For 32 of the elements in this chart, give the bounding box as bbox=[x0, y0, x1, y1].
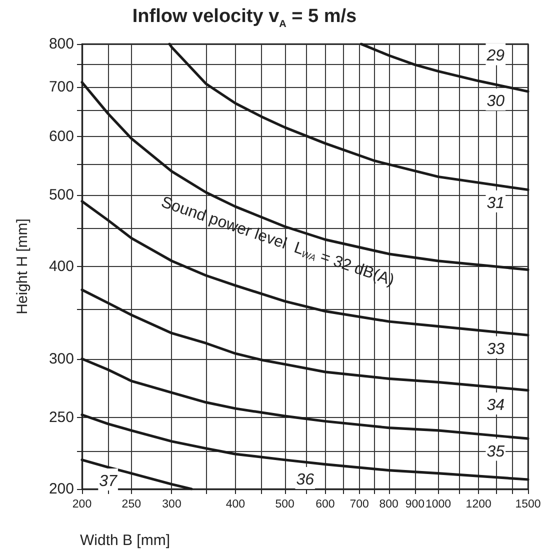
x-tick-label: 200 bbox=[72, 498, 92, 510]
y-tick-label: 500 bbox=[48, 186, 74, 204]
x-tick-label: 800 bbox=[379, 498, 398, 510]
annotation: Sound power level LWA = 32 dB(A) bbox=[158, 194, 396, 290]
y-tick-label: 600 bbox=[48, 128, 74, 145]
x-tick-label: 1200 bbox=[466, 498, 492, 510]
annotation: 37 bbox=[99, 473, 118, 490]
y-tick-label: 800 bbox=[48, 36, 74, 52]
x-tick-label: 250 bbox=[122, 498, 141, 510]
x-tick-label: 600 bbox=[316, 498, 335, 510]
x-tick-label: 700 bbox=[350, 498, 369, 510]
x-tick-label: 1500 bbox=[515, 498, 541, 510]
y-tick-label: 200 bbox=[48, 480, 74, 498]
chart-title: Inflow velocity v$_{A}$ = 5 m/s bbox=[131, 6, 358, 30]
annotation: 35 bbox=[486, 443, 505, 460]
y-tick-label: 400 bbox=[48, 258, 74, 275]
x-tick-label: 1000 bbox=[425, 498, 452, 510]
annotation: 36 bbox=[296, 471, 314, 488]
y-tick-label: 700 bbox=[48, 78, 74, 96]
x-tick-label: 400 bbox=[226, 498, 246, 510]
annotation: 33 bbox=[486, 340, 505, 358]
annotation: 29 bbox=[486, 48, 505, 65]
x-tick-label: 900 bbox=[405, 498, 425, 510]
y-tick-label: 300 bbox=[48, 350, 74, 368]
annotation: 30 bbox=[486, 92, 505, 110]
y-axis-title: Height H [mm] bbox=[14, 218, 31, 314]
x-tick-label: 300 bbox=[162, 498, 182, 510]
y-tick-label: 250 bbox=[48, 408, 74, 426]
annotation: 31 bbox=[486, 194, 505, 212]
x-tick-label: 500 bbox=[275, 498, 294, 510]
x-axis-title: Width B [mm] bbox=[80, 532, 170, 549]
annotation: 34 bbox=[486, 397, 505, 414]
